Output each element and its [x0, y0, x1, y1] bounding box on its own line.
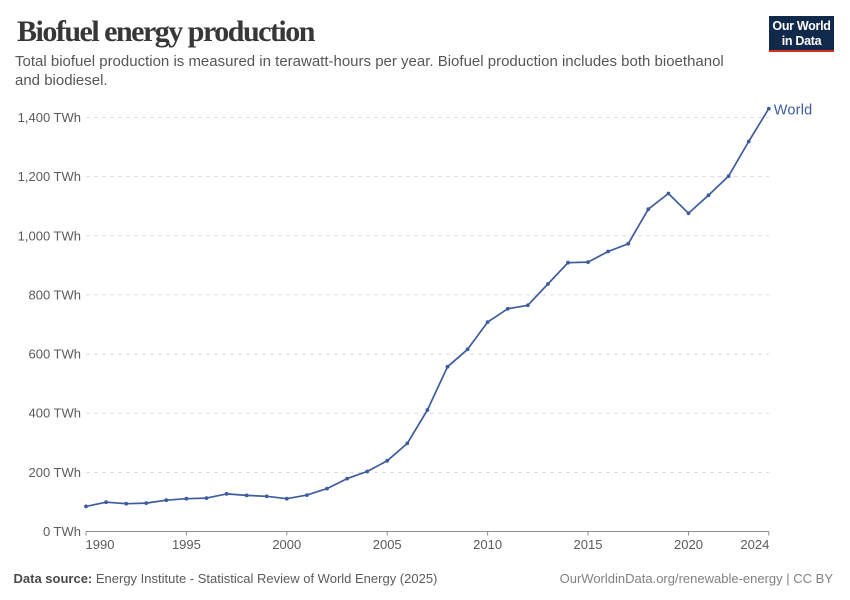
svg-text:2024: 2024	[740, 537, 769, 552]
svg-text:2010: 2010	[473, 537, 502, 552]
svg-text:World: World	[774, 102, 813, 118]
svg-text:2015: 2015	[574, 537, 603, 552]
svg-text:800 TWh: 800 TWh	[28, 287, 81, 302]
svg-text:0 TWh: 0 TWh	[43, 524, 81, 539]
svg-text:2000: 2000	[272, 537, 301, 552]
svg-text:1,000 TWh: 1,000 TWh	[18, 228, 81, 243]
svg-text:1,200 TWh: 1,200 TWh	[18, 169, 81, 184]
svg-text:400 TWh: 400 TWh	[28, 406, 81, 421]
svg-text:2005: 2005	[373, 537, 402, 552]
svg-text:2020: 2020	[674, 537, 703, 552]
svg-text:1,400 TWh: 1,400 TWh	[18, 110, 81, 125]
svg-text:200 TWh: 200 TWh	[28, 465, 81, 480]
svg-text:1995: 1995	[172, 537, 201, 552]
svg-text:1990: 1990	[86, 537, 115, 552]
svg-text:600 TWh: 600 TWh	[28, 347, 81, 362]
